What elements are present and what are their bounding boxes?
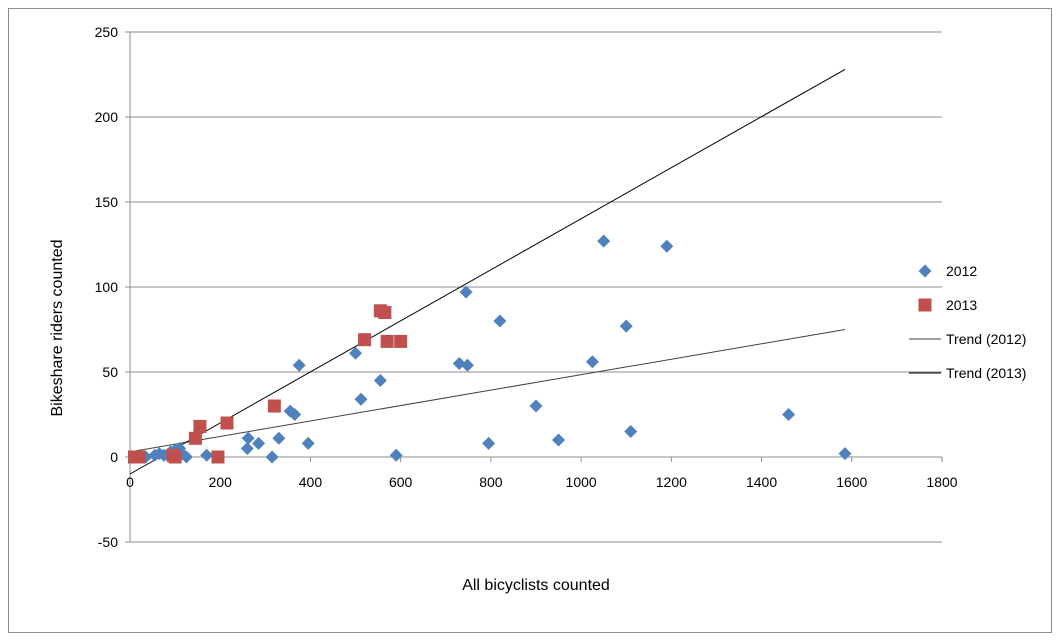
gridlines [130, 31, 942, 543]
x-tick-label: 1200 [656, 474, 687, 490]
data-point-2012 [288, 408, 302, 421]
data-point-2013 [211, 450, 225, 464]
data-point-2013 [188, 431, 202, 445]
y-tick-label: 150 [95, 194, 119, 210]
y-tick-label: 50 [102, 364, 118, 380]
data-point-2012 [482, 436, 496, 450]
x-tick-label: 400 [299, 474, 323, 490]
legend-label: Trend (2013) [946, 365, 1026, 381]
data-point-2012 [252, 436, 266, 450]
data-point-2013 [267, 399, 281, 413]
x-tick-label: 1400 [746, 474, 777, 490]
data-point-2012 [272, 431, 286, 445]
data-point-2012 [529, 399, 543, 413]
data-point-2012 [552, 433, 566, 447]
legend: 2012 2013 Trend (2012) Trend (2013) [909, 263, 1026, 381]
data-point-2013 [132, 450, 146, 464]
legend-label: Trend (2012) [946, 331, 1026, 347]
data-point-2013 [358, 333, 372, 347]
legend-label: 2012 [946, 263, 977, 279]
data-point-2012 [619, 319, 633, 333]
data-point-2012 [301, 436, 315, 450]
x-tick-label: 200 [209, 474, 233, 490]
y-tick-label: 250 [95, 24, 119, 40]
chart-frame [8, 8, 1052, 633]
legend-marker-2012 [918, 264, 932, 278]
data-point-2012 [179, 450, 193, 464]
data-point-2013 [168, 450, 182, 464]
data-point-2012 [660, 239, 674, 253]
trendline [129, 329, 846, 453]
data-point-2013 [193, 419, 207, 433]
x-tick-label: 1000 [566, 474, 597, 490]
data-point-2013 [378, 306, 392, 319]
x-axis-title: All bicyclists counted [462, 577, 610, 594]
data-points [128, 234, 852, 464]
data-point-2012 [373, 374, 387, 387]
x-tick-label: 1600 [836, 474, 867, 490]
y-tick-label: 100 [95, 279, 119, 295]
x-tick-label: 600 [389, 474, 413, 490]
data-point-2012 [624, 425, 638, 438]
data-point-2012 [493, 314, 507, 328]
data-point-2012 [389, 448, 403, 462]
data-point-2012 [265, 450, 279, 464]
legend-marker-2013 [918, 298, 932, 312]
data-point-2013 [380, 334, 394, 348]
x-tick-label: 0 [126, 474, 134, 490]
data-point-2012 [597, 234, 611, 248]
data-point-2012 [349, 346, 363, 360]
data-point-2012 [292, 358, 306, 372]
y-tick-label: -50 [98, 534, 118, 550]
data-point-2012 [782, 408, 796, 421]
x-tick-label: 800 [479, 474, 503, 490]
data-point-2013 [394, 334, 408, 348]
data-point-2012 [200, 448, 214, 462]
tick-labels: -50 0 50 100 150 200 250 0 200 400 600 800 1000 1200 1… [95, 24, 958, 550]
legend-label: 2013 [946, 297, 977, 313]
y-axis-title: Bikeshare riders counted [49, 240, 66, 417]
trendline [129, 68, 846, 475]
data-point-2012 [459, 285, 473, 299]
data-point-2013 [220, 416, 234, 430]
data-point-2012 [240, 442, 254, 455]
data-point-2012 [460, 358, 474, 372]
data-point-2012 [585, 355, 599, 369]
y-tick-label: 0 [110, 449, 118, 465]
trendlines [129, 68, 846, 475]
data-point-2012 [838, 447, 852, 461]
y-tick-label: 200 [95, 109, 119, 125]
x-tick-label: 1800 [926, 474, 957, 490]
data-point-2012 [354, 392, 368, 406]
data-point-2012 [241, 431, 255, 445]
